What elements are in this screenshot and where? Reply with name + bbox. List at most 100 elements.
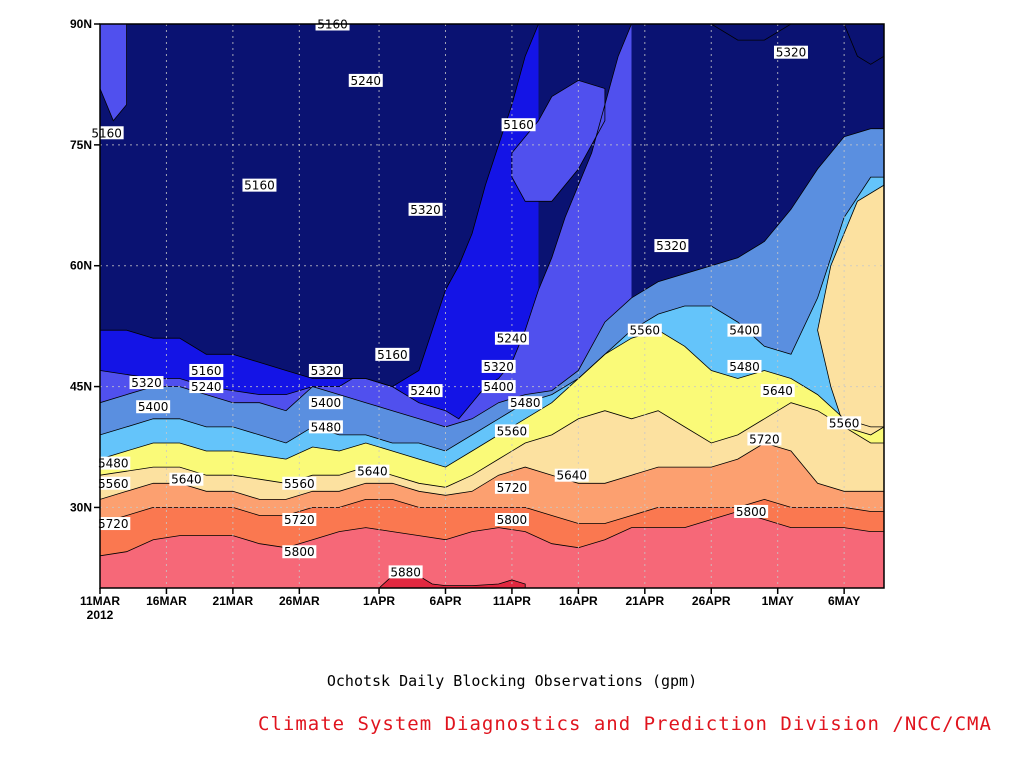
contour-label-bg-1 (348, 73, 383, 87)
contour-label-5880: 5880 (390, 565, 421, 579)
contour-label-bg-33 (554, 468, 589, 482)
contour-label-bg-39 (734, 504, 769, 518)
contour-label-5480: 5480 (729, 360, 760, 374)
contour-label-5400: 5400 (729, 324, 760, 338)
x-tick-label-11APR: 11APR (493, 594, 531, 608)
contour-label-5320: 5320 (131, 376, 162, 390)
contour-label-5720: 5720 (284, 513, 315, 527)
plot-frame (99, 23, 885, 589)
contour-label-5400: 5400 (138, 400, 169, 414)
contour-labels: 5160 5240 5320 5160 5160 5160 5320 5320 5240 5160… (89, 17, 862, 579)
contour-label-bg-40 (388, 565, 423, 579)
contour-label-bg-10 (189, 363, 224, 377)
credit-line: Climate System Diagnostics and Predictio… (258, 713, 992, 735)
closed-contour-5240-0 (511, 79, 606, 202)
contour-label-bg-20 (308, 420, 343, 434)
contour-label-bg-5 (501, 118, 536, 132)
contour-label-bg-26 (494, 424, 529, 438)
contour-label-bg-3 (89, 126, 124, 140)
contour-label-bg-13 (308, 363, 343, 377)
contour-label-5720: 5720 (497, 481, 528, 495)
contour-label-bg-35 (96, 517, 131, 531)
contour-label-5720: 5720 (749, 432, 780, 446)
contour-label-bg-30 (169, 472, 204, 486)
contour-label-5240: 5240 (497, 332, 528, 346)
x-tick-label-11MAR: 11MAR (80, 594, 120, 608)
contour-label-5320: 5320 (656, 239, 687, 253)
contour-label-bg-28 (96, 456, 131, 470)
contour-label-5480: 5480 (98, 457, 129, 471)
contour-label-5320: 5320 (776, 46, 807, 60)
contour-5240 (100, 24, 632, 420)
contour-label-5240: 5240 (350, 74, 381, 88)
contour-label-5240: 5240 (410, 384, 441, 398)
x-tick-label-26APR: 26APR (692, 594, 731, 608)
closed-contour-5160-1 (710, 24, 792, 41)
contour-label-bg-8 (494, 331, 529, 345)
contour-label-5560: 5560 (497, 424, 528, 438)
contour-label-bg-21 (627, 323, 662, 337)
contour-label-bg-7 (654, 239, 689, 253)
x-tick-label-1MAY: 1MAY (762, 594, 794, 608)
contour-label-bg-4 (242, 178, 277, 192)
contour-label-bg-38 (494, 513, 529, 527)
contour-label-5320: 5320 (410, 203, 441, 217)
y-tick-label-45N: 45N (70, 380, 92, 394)
closed-contour-5160-2 (843, 24, 884, 65)
contour-label-5560: 5560 (98, 477, 129, 491)
contour-label-bg-27 (747, 432, 782, 446)
contour-label-5400: 5400 (483, 380, 514, 394)
contour-label-bg-25 (827, 416, 862, 430)
contour-label-bg-9 (375, 347, 410, 361)
contour-label-5400: 5400 (311, 396, 342, 410)
contour-label-bg-15 (408, 384, 443, 398)
x-tick-label-16MAR: 16MAR (146, 594, 187, 608)
contour-label-5160: 5160 (191, 364, 222, 378)
contour-label-bg-37 (282, 545, 317, 559)
contour-label-5240: 5240 (191, 380, 222, 394)
y-axis: 30N 45N 60N 75N 90N (70, 17, 100, 514)
contour-label-bg-14 (481, 359, 516, 373)
contour-label-5320: 5320 (483, 360, 514, 374)
contour-label-bg-16 (136, 400, 171, 414)
contour-label-bg-22 (727, 323, 762, 337)
contour-label-5320: 5320 (311, 364, 342, 378)
x-tick-label-1APR: 1APR (363, 594, 395, 608)
contour-label-bg-31 (282, 476, 317, 490)
contour-label-bg-32 (355, 464, 390, 478)
contour-label-5480: 5480 (510, 396, 541, 410)
contour-label-5560: 5560 (829, 416, 860, 430)
band-above-5800 (100, 511, 884, 588)
contour-label-5800: 5800 (284, 545, 315, 559)
x-tick-label-6APR: 6APR (429, 594, 461, 608)
x-tick-label-21APR: 21APR (625, 594, 664, 608)
contour-label-bg-12 (189, 380, 224, 394)
contour-label-5160: 5160 (377, 348, 408, 362)
y-tick-label-60N: 60N (70, 259, 92, 273)
contour-label-5640: 5640 (357, 465, 388, 479)
chart-svg: 5160 5240 5320 5160 5160 5160 5320 5320 5240 5160… (70, 17, 885, 622)
contour-label-5800: 5800 (497, 513, 528, 527)
contour-label-bg-17 (308, 396, 343, 410)
contour-label-bg-34 (494, 480, 529, 494)
contour-label-bg-19 (508, 396, 543, 410)
contour-label-5640: 5640 (762, 384, 793, 398)
contour-label-bg-11 (129, 376, 164, 390)
y-tick-label-30N: 30N (70, 500, 92, 514)
y-tick-label-90N: 90N (70, 17, 92, 31)
contour-label-bg-24 (760, 384, 795, 398)
closed-contour-5240-3 (100, 24, 127, 122)
contour-label-5560: 5560 (630, 324, 661, 338)
contour-label-5160: 5160 (244, 179, 275, 193)
x-axis: 11MAR 16MAR 21MAR 26MAR 1APR 6APR 11APR 16APR 21… (80, 588, 860, 622)
contour-label-5800: 5800 (736, 505, 767, 519)
closed-contour-5400-4 (817, 184, 884, 436)
y-tick-label-75N: 75N (70, 138, 92, 152)
contour-label-bg-18 (481, 380, 516, 394)
x-tick-label-26MAR: 26MAR (279, 594, 320, 608)
contour-label-5640: 5640 (171, 473, 202, 487)
chart-title: Ochotsk Daily Blocking Observations (gpm… (326, 672, 698, 690)
contour-label-5720: 5720 (98, 517, 129, 531)
x-tick-label-16APR: 16APR (559, 594, 598, 608)
x-year-label: 2012 (87, 608, 114, 622)
